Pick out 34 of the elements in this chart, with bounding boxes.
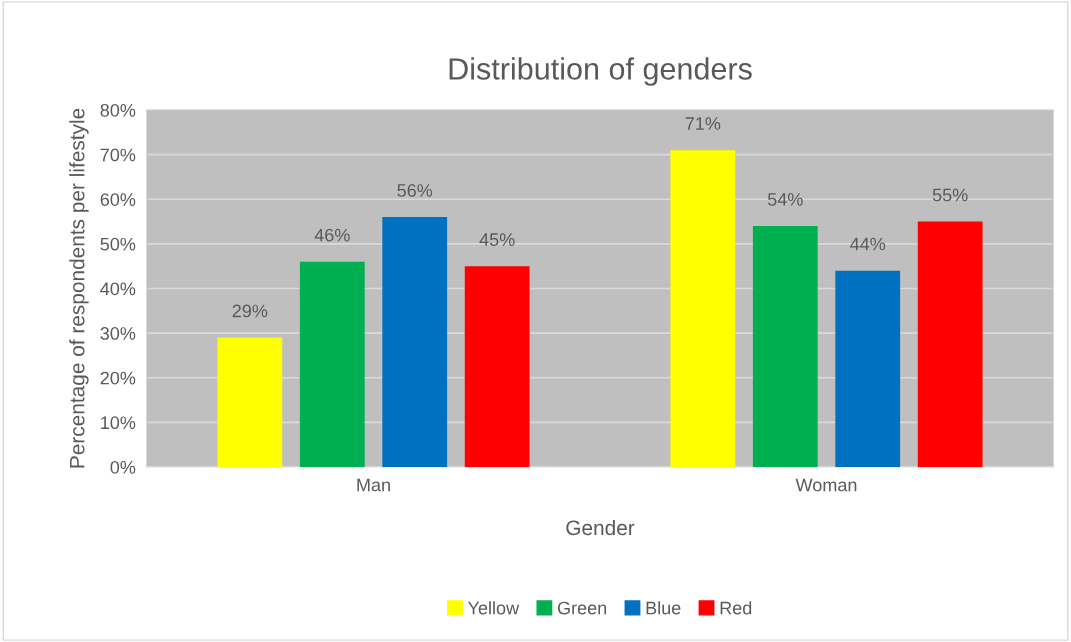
y-tick-label: 30%	[100, 327, 136, 340]
legend-label: Red	[720, 601, 752, 615]
data-label: 44%	[850, 237, 886, 251]
y-tick-label: 60%	[100, 193, 136, 206]
data-label: 71%	[685, 117, 721, 130]
data-label: 29%	[232, 304, 268, 318]
data-label: 46%	[314, 228, 350, 242]
data-label: 56%	[397, 184, 433, 197]
y-axis-title: Percentage of respondents per lifestyle	[69, 108, 89, 468]
bar	[217, 337, 283, 467]
bar	[752, 226, 818, 467]
legend-label: Blue	[646, 601, 681, 615]
y-tick-label: 0%	[110, 460, 136, 474]
x-tick-label: Man	[357, 478, 390, 492]
y-tick-label: 80%	[100, 103, 136, 117]
chart-title: Distribution of genders	[449, 57, 752, 86]
data-label: 45%	[479, 233, 515, 246]
legend-label: Yellow	[467, 601, 520, 615]
bar	[382, 217, 448, 467]
bar	[917, 221, 983, 467]
bar	[464, 266, 530, 467]
bar	[299, 261, 365, 467]
y-tick-label: 50%	[100, 237, 136, 251]
y-tick-label: 70%	[100, 148, 136, 162]
x-axis-title: Gender	[566, 519, 635, 536]
y-tick-label: 20%	[100, 371, 136, 385]
bar	[670, 150, 736, 467]
legend-label: Green	[557, 601, 607, 615]
y-tick-label: 40%	[100, 282, 136, 296]
x-tick-label: Woman	[795, 478, 857, 492]
data-label: 54%	[767, 193, 803, 206]
bar	[835, 270, 901, 467]
data-label: 55%	[932, 188, 968, 202]
y-tick-label: 10%	[101, 416, 136, 430]
